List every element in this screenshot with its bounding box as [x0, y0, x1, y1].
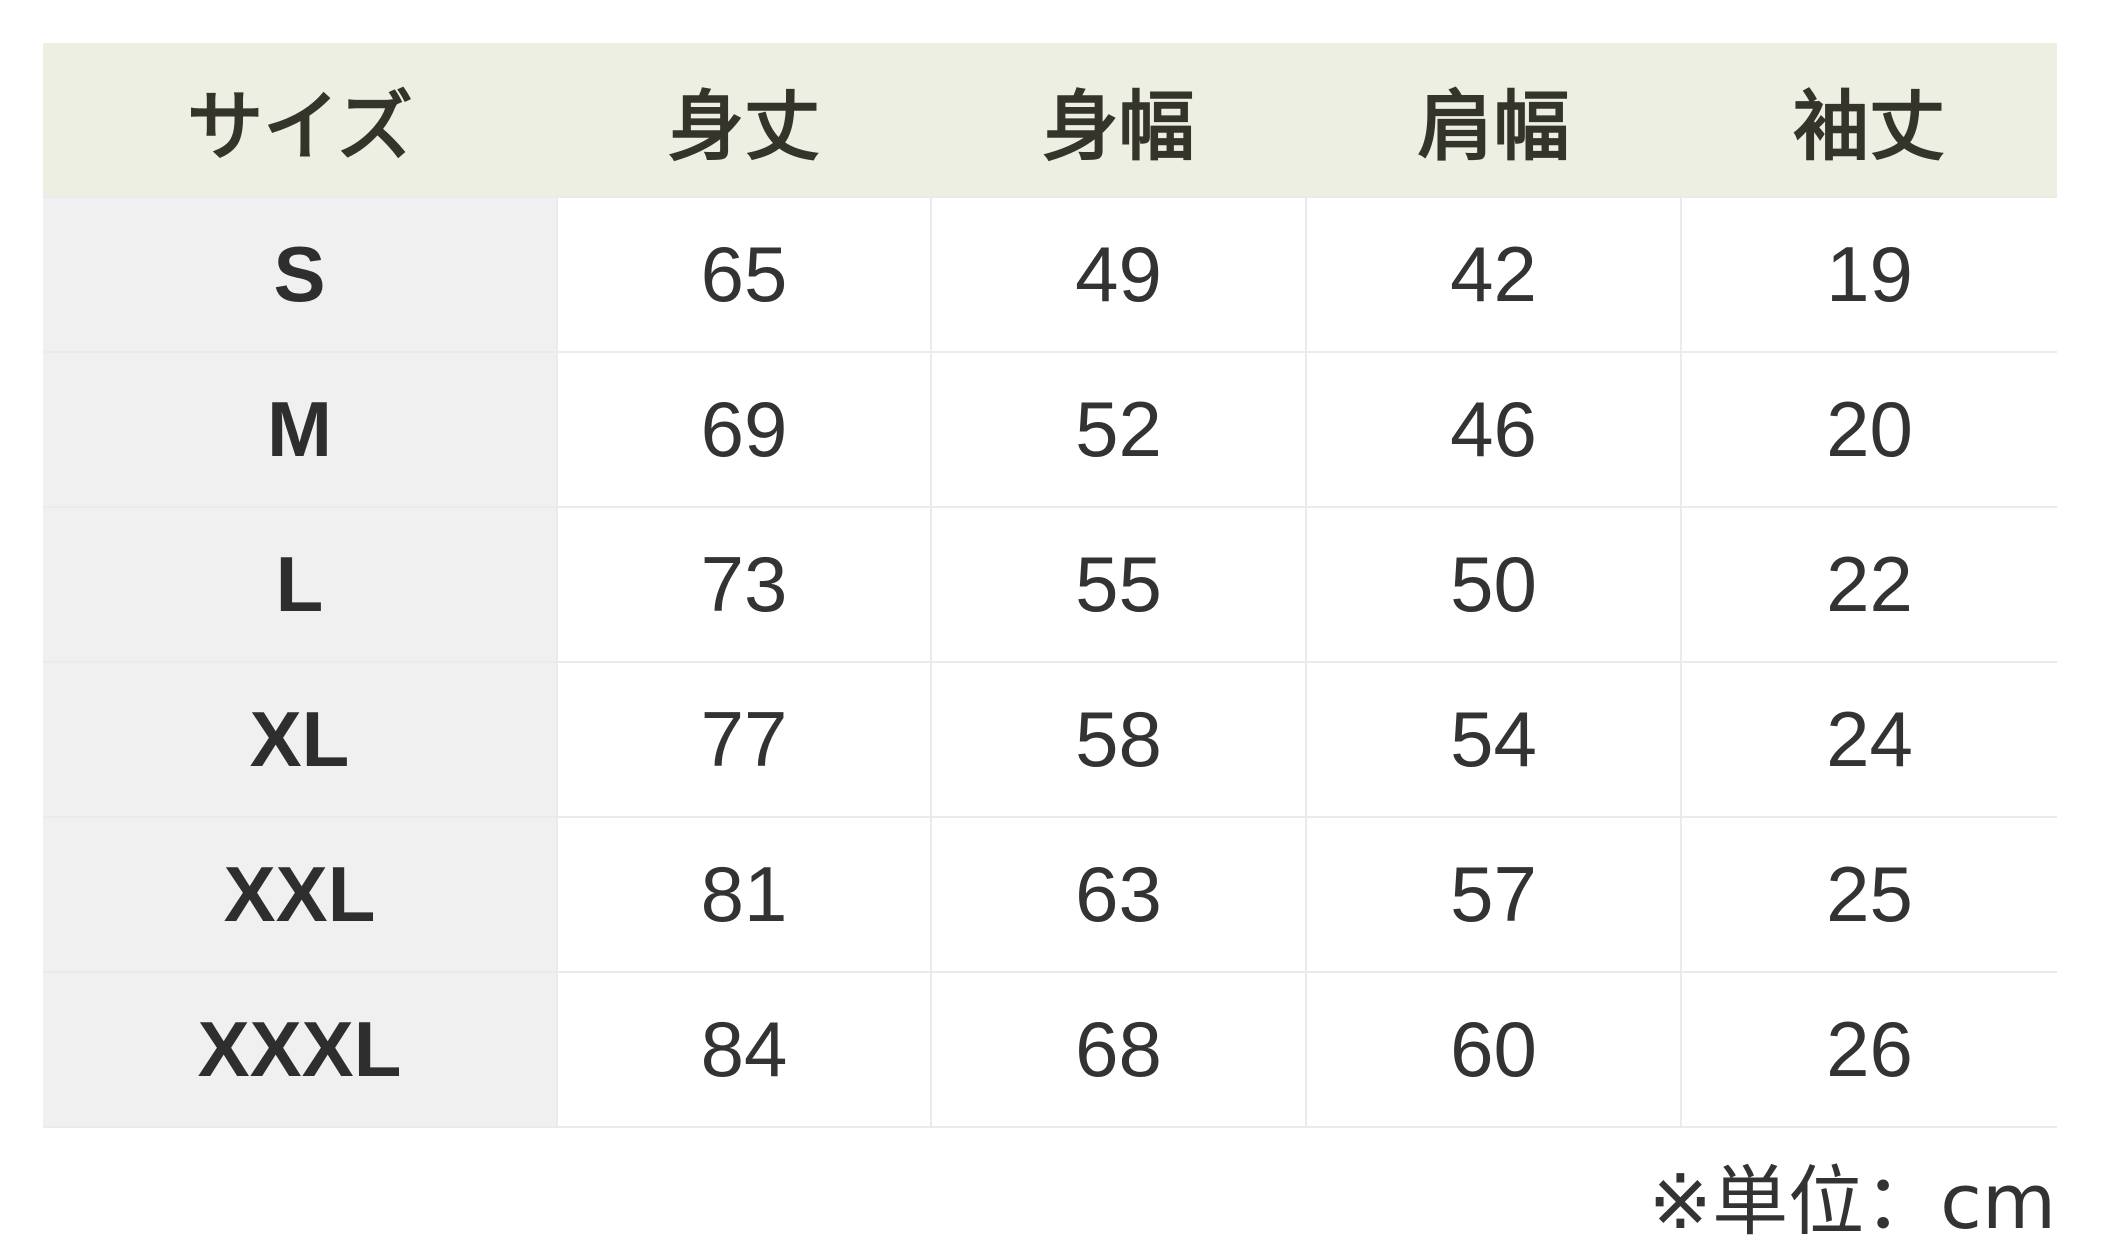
size-label-cell: XXXL [43, 971, 557, 1128]
size-label-cell: S [43, 196, 557, 352]
table-row: S 65 49 42 19 [43, 196, 2057, 352]
size-label-cell: L [43, 506, 557, 662]
measurement-cell: 26 [1680, 971, 2057, 1128]
measurement-cell: 84 [556, 971, 931, 1128]
header-size: サイズ [43, 43, 557, 197]
measurement-cell: 25 [1680, 816, 2057, 972]
measurement-cell: 73 [556, 506, 931, 662]
measurement-cell: 81 [556, 816, 931, 972]
measurement-cell: 63 [930, 816, 1306, 972]
header-row: サイズ 身丈 身幅 肩幅 袖丈 [43, 43, 2057, 197]
measurement-cell: 22 [1680, 506, 2057, 662]
header-length: 身丈 [557, 43, 931, 197]
size-chart-table: サイズ 身丈 身幅 肩幅 袖丈 S 65 49 42 19 M 69 52 46 20 L 73 55 5… [43, 43, 2057, 1128]
measurement-cell: 54 [1305, 661, 1681, 817]
measurement-cell: 55 [930, 506, 1306, 662]
measurement-cell: 57 [1305, 816, 1681, 972]
measurement-cell: 24 [1680, 661, 2057, 817]
measurement-cell: 52 [930, 351, 1306, 507]
table-row: XXL 81 63 57 25 [43, 816, 2057, 972]
table-row: XL 77 58 54 24 [43, 661, 2057, 817]
header-body-width: 身幅 [931, 43, 1306, 197]
size-label-cell: XL [43, 661, 557, 817]
size-label-cell: XXL [43, 816, 557, 972]
measurement-cell: 77 [556, 661, 931, 817]
measurement-cell: 50 [1305, 506, 1681, 662]
table-row: M 69 52 46 20 [43, 351, 2057, 507]
measurement-cell: 58 [930, 661, 1306, 817]
header-shoulder-width: 肩幅 [1306, 43, 1681, 197]
measurement-cell: 46 [1305, 351, 1681, 507]
measurement-cell: 42 [1305, 196, 1681, 352]
measurement-cell: 69 [556, 351, 931, 507]
measurement-cell: 49 [930, 196, 1306, 352]
measurement-cell: 60 [1305, 971, 1681, 1128]
header-sleeve-length: 袖丈 [1681, 43, 2057, 197]
measurement-cell: 68 [930, 971, 1306, 1128]
measurement-cell: 20 [1680, 351, 2057, 507]
unit-note: ※単位：cm [1648, 1157, 2057, 1246]
size-label-cell: M [43, 351, 557, 507]
table-row: L 73 55 50 22 [43, 506, 2057, 662]
measurement-cell: 19 [1680, 196, 2057, 352]
table-row: XXXL 84 68 60 26 [43, 971, 2057, 1128]
measurement-cell: 65 [556, 196, 931, 352]
